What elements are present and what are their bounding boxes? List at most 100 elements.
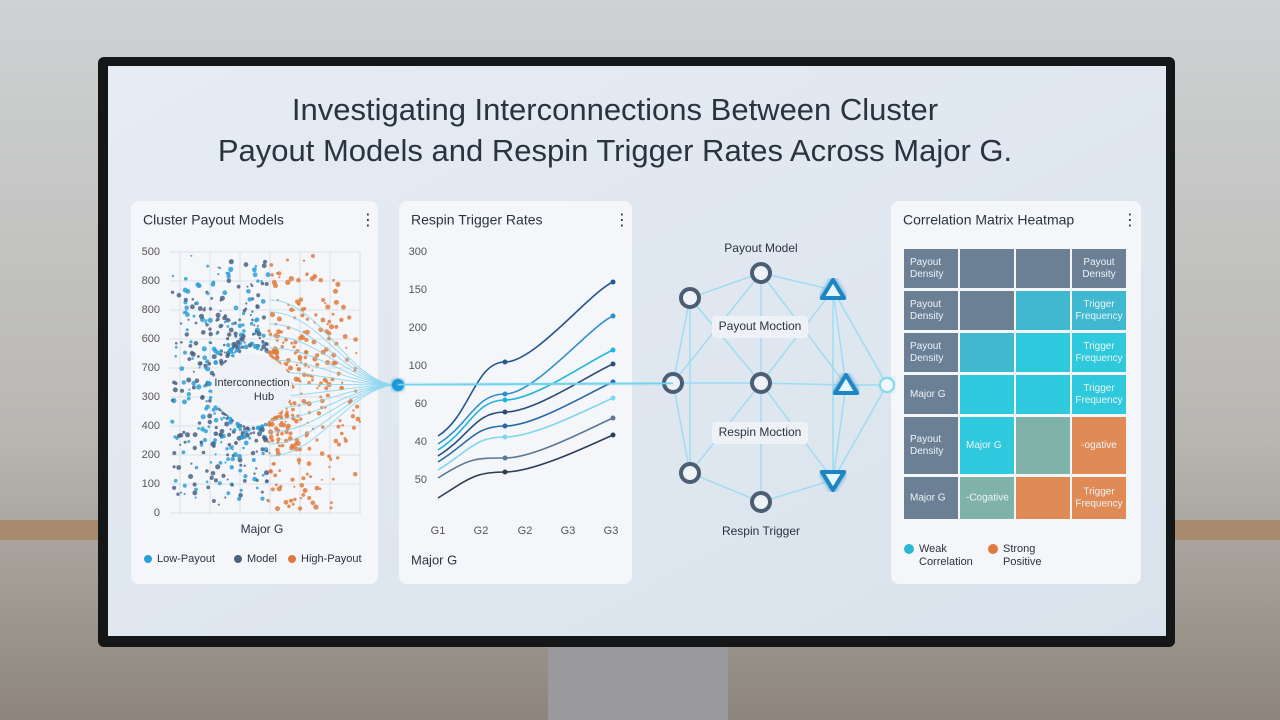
- dot: [264, 347, 269, 352]
- dot: [297, 461, 301, 465]
- menu-icon[interactable]: ⋮: [360, 212, 376, 229]
- dot: [266, 350, 271, 355]
- dot: [297, 302, 300, 306]
- dot: [341, 304, 346, 310]
- menu-icon[interactable]: ⋮: [1122, 212, 1138, 229]
- dot: [201, 330, 206, 335]
- dot: [197, 355, 200, 358]
- legend-swatch: [904, 544, 914, 554]
- dot: [213, 360, 218, 366]
- dot: [243, 440, 249, 446]
- dot: [226, 278, 232, 284]
- connection-lines: [269, 299, 399, 457]
- dot: [272, 462, 276, 466]
- dot: [315, 362, 320, 367]
- legend-swatch: [234, 555, 242, 563]
- dot: [318, 384, 321, 387]
- dot: [205, 469, 209, 473]
- dot: [250, 284, 254, 288]
- dot: [293, 497, 297, 502]
- dot: [262, 259, 268, 264]
- dot: [238, 346, 242, 350]
- dot: [250, 450, 256, 456]
- dot: [199, 443, 204, 447]
- cell-label: Trigger: [1083, 299, 1115, 310]
- dot: [319, 451, 325, 456]
- dot: [295, 299, 300, 304]
- dot: [285, 407, 288, 410]
- dot: [324, 302, 327, 305]
- dot: [229, 428, 232, 431]
- dot: [305, 272, 309, 276]
- dot: [335, 281, 341, 287]
- dot: [253, 324, 256, 327]
- dot: [310, 254, 315, 258]
- dot: [350, 414, 356, 419]
- dot: [205, 400, 208, 403]
- dot: [197, 421, 202, 425]
- dot: [173, 435, 177, 439]
- y-tick-label: 100: [142, 478, 160, 490]
- dot: [206, 292, 210, 296]
- dot: [294, 418, 299, 424]
- dot: [208, 331, 213, 337]
- dot: [239, 488, 243, 492]
- heatmap-cell: [960, 333, 1014, 372]
- dot: [194, 496, 197, 499]
- dot: [302, 259, 306, 262]
- dot: [243, 341, 246, 344]
- dot: [321, 298, 326, 302]
- dot: [358, 420, 362, 423]
- dot: [289, 445, 294, 451]
- point: [502, 391, 508, 397]
- menu-icon[interactable]: ⋮: [614, 212, 630, 229]
- dot: [275, 506, 280, 512]
- dot: [286, 258, 289, 262]
- dot: [267, 499, 270, 503]
- dot: [280, 431, 284, 436]
- dot: [249, 341, 253, 345]
- dot: [227, 332, 232, 337]
- dot: [300, 334, 304, 338]
- dot: [251, 458, 256, 462]
- dot: [255, 486, 259, 490]
- dot: [194, 301, 199, 306]
- dot: [302, 488, 308, 493]
- dot: [274, 483, 278, 487]
- dot: [324, 379, 329, 384]
- legend-swatch: [144, 555, 152, 563]
- dot: [193, 341, 199, 346]
- network: Payout Model Payout Moction Respin Moction…: [662, 241, 895, 538]
- dot: [318, 327, 324, 333]
- dot: [182, 430, 186, 434]
- dot: [318, 278, 323, 283]
- dot: [275, 428, 281, 433]
- dot: [340, 381, 344, 384]
- dot: [307, 446, 312, 451]
- dot: [260, 496, 265, 501]
- dot: [331, 477, 335, 481]
- heatmap-cell: [904, 375, 958, 414]
- heatmap-cell: [960, 477, 1014, 519]
- point: [610, 347, 616, 353]
- dot: [243, 428, 246, 431]
- dot: [273, 283, 278, 289]
- dot: [194, 465, 199, 470]
- dot: [274, 349, 279, 354]
- dot: [215, 312, 221, 318]
- dot: [265, 272, 271, 278]
- dot: [203, 306, 206, 309]
- dot: [258, 336, 262, 340]
- hub-area: [212, 354, 292, 422]
- dot: [333, 438, 339, 444]
- dot: [291, 502, 295, 506]
- edge: [760, 272, 834, 291]
- dot: [174, 355, 177, 358]
- dot: [331, 360, 337, 366]
- cell-label: Payout: [910, 434, 941, 445]
- dot: [188, 344, 193, 348]
- dot: [251, 318, 254, 322]
- dot: [285, 279, 291, 285]
- legend-label: High-Payout: [301, 553, 362, 565]
- x-axis-label: Major G: [411, 552, 457, 567]
